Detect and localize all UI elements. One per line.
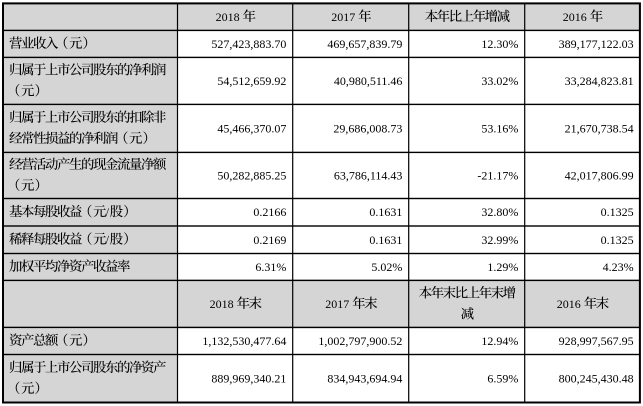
svg-text:45,466,370.07: 45,466,370.07 (217, 121, 286, 135)
svg-text:389,177,122.03: 389,177,122.03 (559, 37, 634, 51)
svg-text:21,670,738.54: 21,670,738.54 (565, 121, 634, 135)
svg-text:2017: 2017 (325, 297, 349, 311)
svg-text:32.99%: 32.99% (481, 233, 518, 247)
svg-text:889,969,340.21: 889,969,340.21 (211, 372, 286, 386)
svg-text:1.29%: 1.29% (487, 260, 518, 274)
svg-text:5.02%: 5.02% (371, 260, 402, 274)
svg-text:-21.17%: -21.17% (477, 168, 518, 182)
svg-text:469,657,839.79: 469,657,839.79 (327, 37, 402, 51)
svg-text:0.1631: 0.1631 (369, 205, 402, 219)
svg-text:33.02%: 33.02% (481, 74, 518, 88)
svg-text:527,423,883.70: 527,423,883.70 (211, 37, 286, 51)
svg-text:0.2166: 0.2166 (253, 205, 286, 219)
svg-text:54,512,659.92: 54,512,659.92 (217, 74, 286, 88)
svg-text:6.31%: 6.31% (255, 260, 286, 274)
svg-text:2018: 2018 (210, 297, 234, 311)
svg-text:42,017,806.99: 42,017,806.99 (565, 168, 634, 182)
svg-text:1,002,797,900.52: 1,002,797,900.52 (318, 334, 402, 348)
svg-text:928,997,567.95: 928,997,567.95 (559, 334, 634, 348)
svg-text:2016: 2016 (557, 297, 581, 311)
svg-text:29,686,008.73: 29,686,008.73 (333, 121, 402, 135)
svg-text:12.30%: 12.30% (481, 37, 518, 51)
svg-text:50,282,885.25: 50,282,885.25 (217, 168, 286, 182)
svg-text:0.1325: 0.1325 (601, 233, 634, 247)
svg-text:0.1631: 0.1631 (369, 233, 402, 247)
svg-text:2018: 2018 (216, 10, 240, 24)
svg-text:2017: 2017 (331, 10, 355, 24)
svg-text:53.16%: 53.16% (481, 121, 518, 135)
svg-text:40,980,511.46: 40,980,511.46 (334, 74, 403, 88)
svg-text:800,245,430.48: 800,245,430.48 (559, 372, 634, 386)
svg-text:6.59%: 6.59% (487, 372, 518, 386)
svg-text:33,284,823.81: 33,284,823.81 (565, 74, 634, 88)
svg-text:0.2169: 0.2169 (253, 233, 286, 247)
svg-text:2016: 2016 (563, 10, 587, 24)
svg-text:4.23%: 4.23% (603, 260, 634, 274)
svg-text:32.80%: 32.80% (481, 205, 518, 219)
svg-text:12.94%: 12.94% (481, 334, 518, 348)
svg-text:0.1325: 0.1325 (601, 205, 634, 219)
svg-text:1,132,530,477.64: 1,132,530,477.64 (202, 334, 286, 348)
svg-text:63,786,114.43: 63,786,114.43 (334, 168, 403, 182)
svg-text:834,943,694.94: 834,943,694.94 (327, 372, 402, 386)
